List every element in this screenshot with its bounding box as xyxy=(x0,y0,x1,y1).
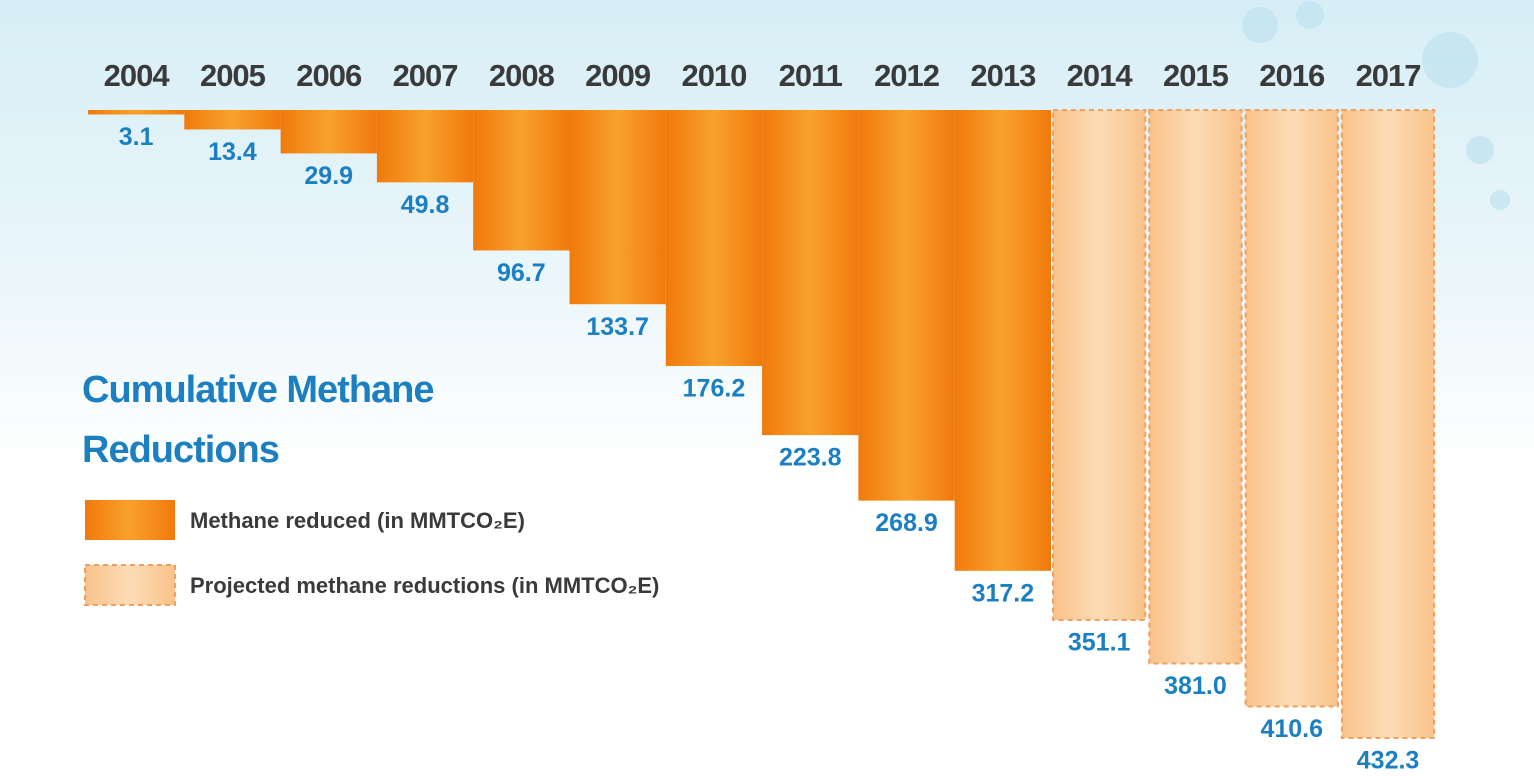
bar xyxy=(1340,109,1436,739)
x-tick-label: 2004 xyxy=(104,58,171,93)
x-tick-label: 2012 xyxy=(874,58,939,93)
bar xyxy=(376,110,474,183)
value-label: 13.4 xyxy=(208,138,257,166)
x-tick-label: 2008 xyxy=(489,58,555,93)
x-tick-label: 2017 xyxy=(1356,58,1421,93)
value-label: 410.6 xyxy=(1260,715,1323,743)
value-label: 176.2 xyxy=(683,375,746,403)
x-tick-label: 2016 xyxy=(1259,58,1325,93)
bar xyxy=(762,110,859,436)
value-label: 133.7 xyxy=(586,313,649,341)
x-tick-label: 2014 xyxy=(1067,58,1134,93)
bar xyxy=(184,110,281,130)
bar xyxy=(1052,109,1147,622)
x-tick-label: 2006 xyxy=(296,58,362,93)
value-label: 49.8 xyxy=(401,191,450,219)
value-label: 268.9 xyxy=(875,509,938,537)
bar xyxy=(88,110,185,115)
chart-title: Cumulative Methane Reductions xyxy=(82,369,435,471)
x-tick-label: 2009 xyxy=(585,58,651,93)
legend-label: Methane reduced (in MMTCO₂E) xyxy=(190,508,525,533)
decor xyxy=(1242,1,1510,210)
value-label: 317.2 xyxy=(972,579,1035,607)
x-tick-label: 2011 xyxy=(779,58,843,93)
value-label: 351.1 xyxy=(1068,629,1131,657)
legend-swatch xyxy=(85,500,175,540)
legend-swatch xyxy=(84,564,176,606)
bar xyxy=(473,110,570,251)
value-label: 223.8 xyxy=(779,444,842,472)
value-label: 3.1 xyxy=(119,123,154,151)
x-tick-label: 2010 xyxy=(681,58,746,93)
legend-label: Projected methane reductions (in MMTCO₂E… xyxy=(190,573,659,598)
value-label: 96.7 xyxy=(497,259,546,287)
bar xyxy=(954,110,1051,571)
x-tick-label: 2015 xyxy=(1163,58,1229,93)
bar xyxy=(858,110,955,501)
x-tick-label: 2005 xyxy=(200,58,266,93)
value-label: 432.3 xyxy=(1357,747,1420,775)
bar xyxy=(1244,109,1339,708)
bar xyxy=(280,110,377,154)
bar xyxy=(1148,109,1243,665)
bar xyxy=(665,110,763,366)
x-tick-label: 2013 xyxy=(970,58,1036,93)
value-label: 381.0 xyxy=(1164,672,1227,700)
value-label: 29.9 xyxy=(304,162,353,190)
bar xyxy=(569,110,666,305)
x-tick-label: 2007 xyxy=(393,58,458,93)
